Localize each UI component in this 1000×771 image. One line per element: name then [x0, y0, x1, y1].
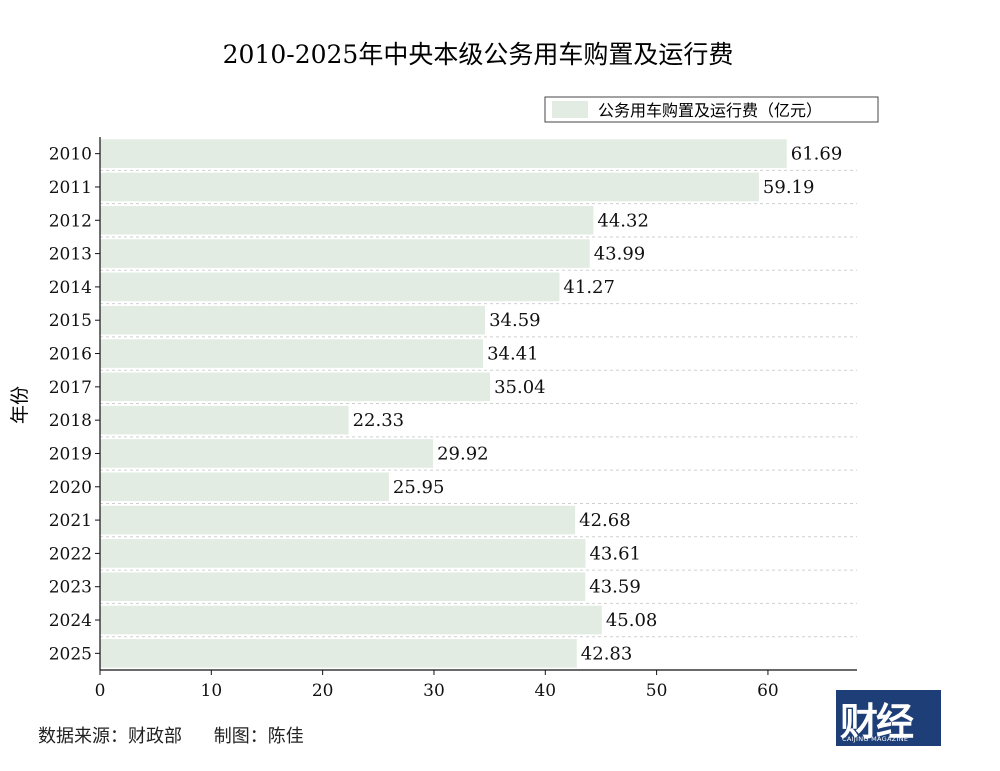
bar-2017 [100, 372, 491, 402]
y-tick-label-2019: 2019 [49, 444, 92, 464]
value-label-2010: 61.69 [791, 144, 843, 165]
bars [100, 139, 787, 668]
bar-2015 [100, 305, 486, 335]
bar-2025 [100, 639, 577, 668]
caijing-logo: 财经 CAIJING MAGAZINE [836, 690, 941, 746]
value-label-2019: 29.92 [437, 443, 489, 464]
bar-2021 [100, 505, 576, 535]
footer: 数据来源：财政部 制图：陈佳 [38, 722, 330, 748]
x-tick-label-0: 0 [95, 681, 106, 701]
x-tick-label-40: 40 [534, 681, 556, 701]
value-label-2020: 25.95 [393, 477, 445, 498]
data-source: 数据来源：财政部 [38, 726, 182, 747]
y-tick-label-2020: 2020 [49, 478, 92, 498]
value-label-2022: 43.61 [589, 543, 641, 564]
axes [99, 137, 857, 671]
bar-2023 [100, 572, 586, 602]
value-label-2024: 45.08 [606, 610, 658, 631]
value-label-2016: 34.41 [487, 344, 539, 365]
y-tick-label-2018: 2018 [49, 411, 92, 431]
bar-2016 [100, 339, 484, 368]
legend-box [544, 96, 879, 123]
y-tick-label-2022: 2022 [49, 544, 92, 564]
logo-text: 财经 [840, 700, 914, 744]
y-tick-label-2014: 2014 [49, 278, 92, 298]
value-label-2015: 34.59 [489, 310, 541, 331]
y-tick-label-2016: 2016 [49, 345, 92, 365]
value-label-2017: 35.04 [494, 377, 546, 398]
legend-label: 公务用车购置及运行费（亿元） [598, 101, 822, 120]
value-labels: 61.69 59.19 44.32 43.99 41.27 34.59 34.41 35.04… [353, 144, 843, 665]
value-label-2023: 43.59 [589, 577, 641, 598]
legend-swatch [552, 101, 588, 118]
legend: 公务用车购置及运行费（亿元） [544, 96, 879, 123]
grid-lines [100, 169, 857, 671]
chart-title: 2010-2025年中央本级公务用车购置及运行费 [223, 40, 734, 69]
y-axis-label: 年份 [9, 386, 31, 424]
y-tick-label-2011: 2011 [49, 178, 92, 198]
bar-2014 [100, 272, 560, 302]
value-label-2018: 22.33 [353, 410, 405, 431]
y-tick-label-2012: 2012 [49, 211, 92, 231]
y-tick-label-2013: 2013 [49, 245, 92, 265]
logo-subtitle: CAIJING MAGAZINE [842, 735, 909, 743]
x-tick-label-10: 10 [201, 681, 223, 701]
bar-2022 [100, 539, 586, 568]
y-tick-label-2024: 2024 [49, 611, 92, 631]
y-tick-label-2017: 2017 [49, 378, 92, 398]
bar-2013 [100, 239, 590, 268]
y-tick-label-2010: 2010 [49, 145, 92, 165]
value-label-2014: 41.27 [563, 277, 615, 298]
bar-2020 [100, 472, 389, 502]
value-label-2011: 59.19 [763, 177, 815, 198]
x-tick-label-60: 60 [757, 681, 779, 701]
value-label-2012: 44.32 [597, 210, 649, 231]
value-label-2021: 42.68 [579, 510, 631, 531]
value-label-2025: 42.83 [581, 643, 633, 664]
x-tick-label-50: 50 [646, 681, 668, 701]
bar-2019 [100, 439, 434, 468]
x-tick-label-20: 20 [312, 681, 334, 701]
bar-2018 [100, 405, 349, 435]
y-tick-labels: 2010 2011 2012 2013 2014 2015 2016 2017 2018 2019… [49, 145, 100, 664]
y-tick-label-2021: 2021 [49, 511, 92, 531]
bar-2011 [100, 172, 759, 202]
y-tick-label-2023: 2023 [49, 578, 92, 598]
x-tick-labels: 0 10 20 30 40 50 60 [95, 670, 779, 701]
chart-author: 制图：陈佳 [213, 726, 304, 747]
x-tick-label-30: 30 [423, 681, 445, 701]
value-label-2013: 43.99 [594, 244, 646, 265]
bar-2010 [100, 139, 787, 168]
bar-2012 [100, 205, 594, 235]
y-tick-label-2025: 2025 [49, 644, 92, 664]
y-tick-label-2015: 2015 [49, 311, 92, 331]
bar-2024 [100, 605, 602, 635]
